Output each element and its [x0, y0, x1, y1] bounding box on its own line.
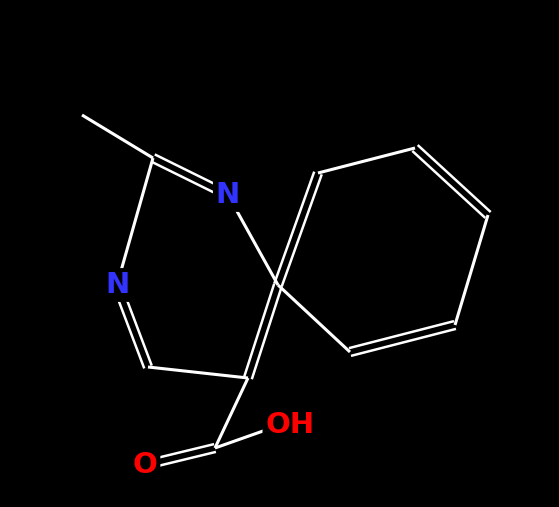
Text: N: N	[105, 271, 129, 299]
Text: OH: OH	[266, 411, 315, 439]
Text: N: N	[216, 181, 240, 209]
Text: O: O	[132, 451, 158, 479]
